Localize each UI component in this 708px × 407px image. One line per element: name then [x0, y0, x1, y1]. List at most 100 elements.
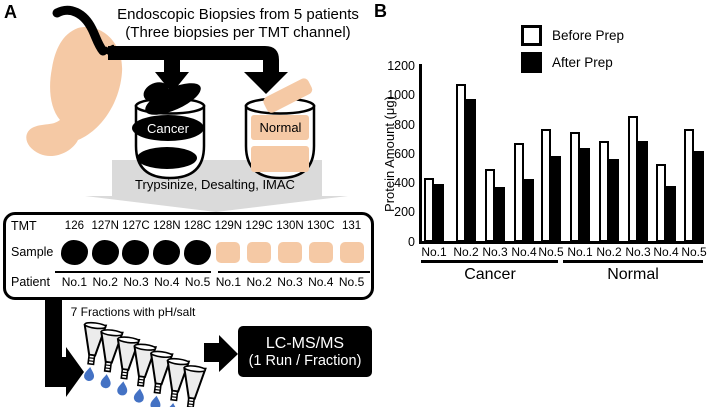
group-label-cancer: Cancer [464, 266, 516, 283]
cancer-sample-icon [153, 239, 181, 265]
normal-group-rule [218, 271, 370, 273]
cancer-cup-label: Cancer [147, 121, 189, 136]
normal-biopsy-pieces [251, 78, 313, 172]
tmt-channel-label: 129C [245, 220, 273, 232]
bar-before-prep [485, 168, 495, 242]
x-tick-label: No.1 [421, 245, 447, 259]
patient-row: No.1 No.2 No.3 No.4 No.5 No.1 No.2 No.3 No.4 No.5 [59, 275, 367, 289]
x-tick-label: No.2 [453, 245, 479, 259]
x-tick-label: No.5 [538, 245, 564, 259]
tmt-channel-table: TMT 126 127N 127C 128N 128C 129N 129C 130N 130C 1… [3, 212, 374, 300]
tmt-channel-label: 129N [214, 220, 243, 232]
patient-label: No.5 [184, 275, 211, 289]
sample-cell [305, 240, 336, 265]
patient-row-header: Patient [11, 275, 50, 289]
patient-label: No.3 [277, 275, 303, 289]
figure-title-line2: (Three biopsies per TMT channel) [125, 24, 351, 41]
lcms-box: LC-MS/MS (1 Run / Fraction) [238, 326, 372, 377]
cancer-sample-icon [60, 239, 88, 265]
x-tick-label: No.4 [653, 245, 679, 259]
legend-item-after: After Prep [521, 51, 613, 73]
bar-after-prep [638, 141, 648, 242]
y-tick-label: 1000 [387, 88, 415, 103]
sample-row-header: Sample [11, 245, 54, 259]
process-step-label: Trypsinize, Desalting, IMAC [135, 177, 295, 192]
normal-sample-icon [308, 241, 333, 263]
patient-label: No.4 [154, 275, 180, 289]
bar-after-prep [609, 158, 619, 242]
tmt-channel-label: 127C [122, 220, 150, 232]
patient-label: No.5 [338, 275, 365, 289]
sample-cell [59, 239, 90, 265]
figure-title-line1: Endoscopic Biopsies from 5 patients [117, 6, 359, 23]
patient-label: No.3 [123, 275, 149, 289]
endoscope-icon [52, 5, 108, 56]
fraction-tube-icon [183, 365, 207, 407]
patient-label: No.4 [308, 275, 334, 289]
y-tick-label: 200 [394, 205, 415, 220]
bar-before-prep [684, 129, 694, 242]
patient-label: No.1 [215, 275, 242, 289]
tmt-channel-label: 130C [307, 220, 335, 232]
bar-after-prep [580, 148, 590, 242]
x-axis-line [419, 241, 704, 244]
sample-cell [244, 240, 275, 265]
bar-before-prep [514, 142, 524, 242]
bar-before-prep [656, 164, 666, 242]
legend-swatch-before [521, 24, 542, 46]
bar-after-prep [694, 150, 704, 242]
panel-a-label: A [4, 2, 17, 22]
cancer-sample-icon [184, 239, 212, 265]
x-tick-label: No.5 [681, 245, 707, 259]
fraction-tube-icons [83, 321, 207, 407]
x-tick-label: No.4 [511, 245, 537, 259]
cancer-sample-icon [91, 239, 119, 265]
l-shaped-arrow [45, 299, 84, 397]
x-tick-label: No.3 [625, 245, 651, 259]
legend-label-after: After Prep [552, 54, 613, 70]
normal-sample-icon [216, 241, 241, 263]
x-tick-label: No.2 [596, 245, 622, 259]
tmt-channel-label: 127N [91, 220, 119, 232]
y-tick-label: 1200 [387, 59, 415, 73]
bar-after-prep [524, 179, 534, 242]
bar-after-prep [666, 185, 676, 242]
cancer-group-underline [421, 260, 558, 263]
normal-sample-icon [339, 241, 364, 263]
tmt-channel-label: 131 [341, 220, 362, 232]
group-label-normal: Normal [607, 266, 659, 283]
sample-cell [275, 240, 306, 265]
flow-pipe [108, 46, 288, 94]
tmt-channel-row: 126 127N 127C 128N 128C 129N 129C 130N 130C 131 [59, 220, 367, 232]
panel-b-label: B [374, 1, 387, 21]
sample-cell [90, 239, 121, 265]
bar-after-prep [466, 98, 476, 242]
sample-cell [121, 239, 152, 265]
sample-cell [213, 240, 244, 265]
x-tick-label: No.3 [482, 245, 508, 259]
bar-before-prep [628, 116, 638, 242]
lcms-line1: LC-MS/MS [265, 334, 345, 352]
bar-before-prep [456, 84, 466, 242]
normal-sample-icon [247, 241, 272, 263]
sample-cell [151, 239, 182, 265]
x-tick-label: No.1 [567, 245, 593, 259]
tmt-channel-label: 128C [183, 220, 212, 232]
patient-label: No.2 [92, 275, 118, 289]
sample-cell [336, 240, 367, 265]
fraction-tube-icon [133, 343, 158, 403]
bar-before-prep [541, 128, 551, 242]
y-tick-label: 0 [408, 234, 415, 249]
cancer-sample-icon [122, 239, 150, 265]
legend-swatch-after [521, 51, 542, 73]
cancer-biopsy-blobs [132, 82, 204, 169]
tmt-channel-label: 126 [64, 220, 84, 232]
patient-label: No.2 [246, 275, 272, 289]
bar-after-prep [495, 187, 505, 242]
bar-before-prep [599, 141, 609, 242]
y-tick-label: 800 [394, 117, 415, 132]
biopsy-workflow-illustration [26, 5, 348, 212]
tmt-channel-label: 128N [153, 220, 181, 232]
